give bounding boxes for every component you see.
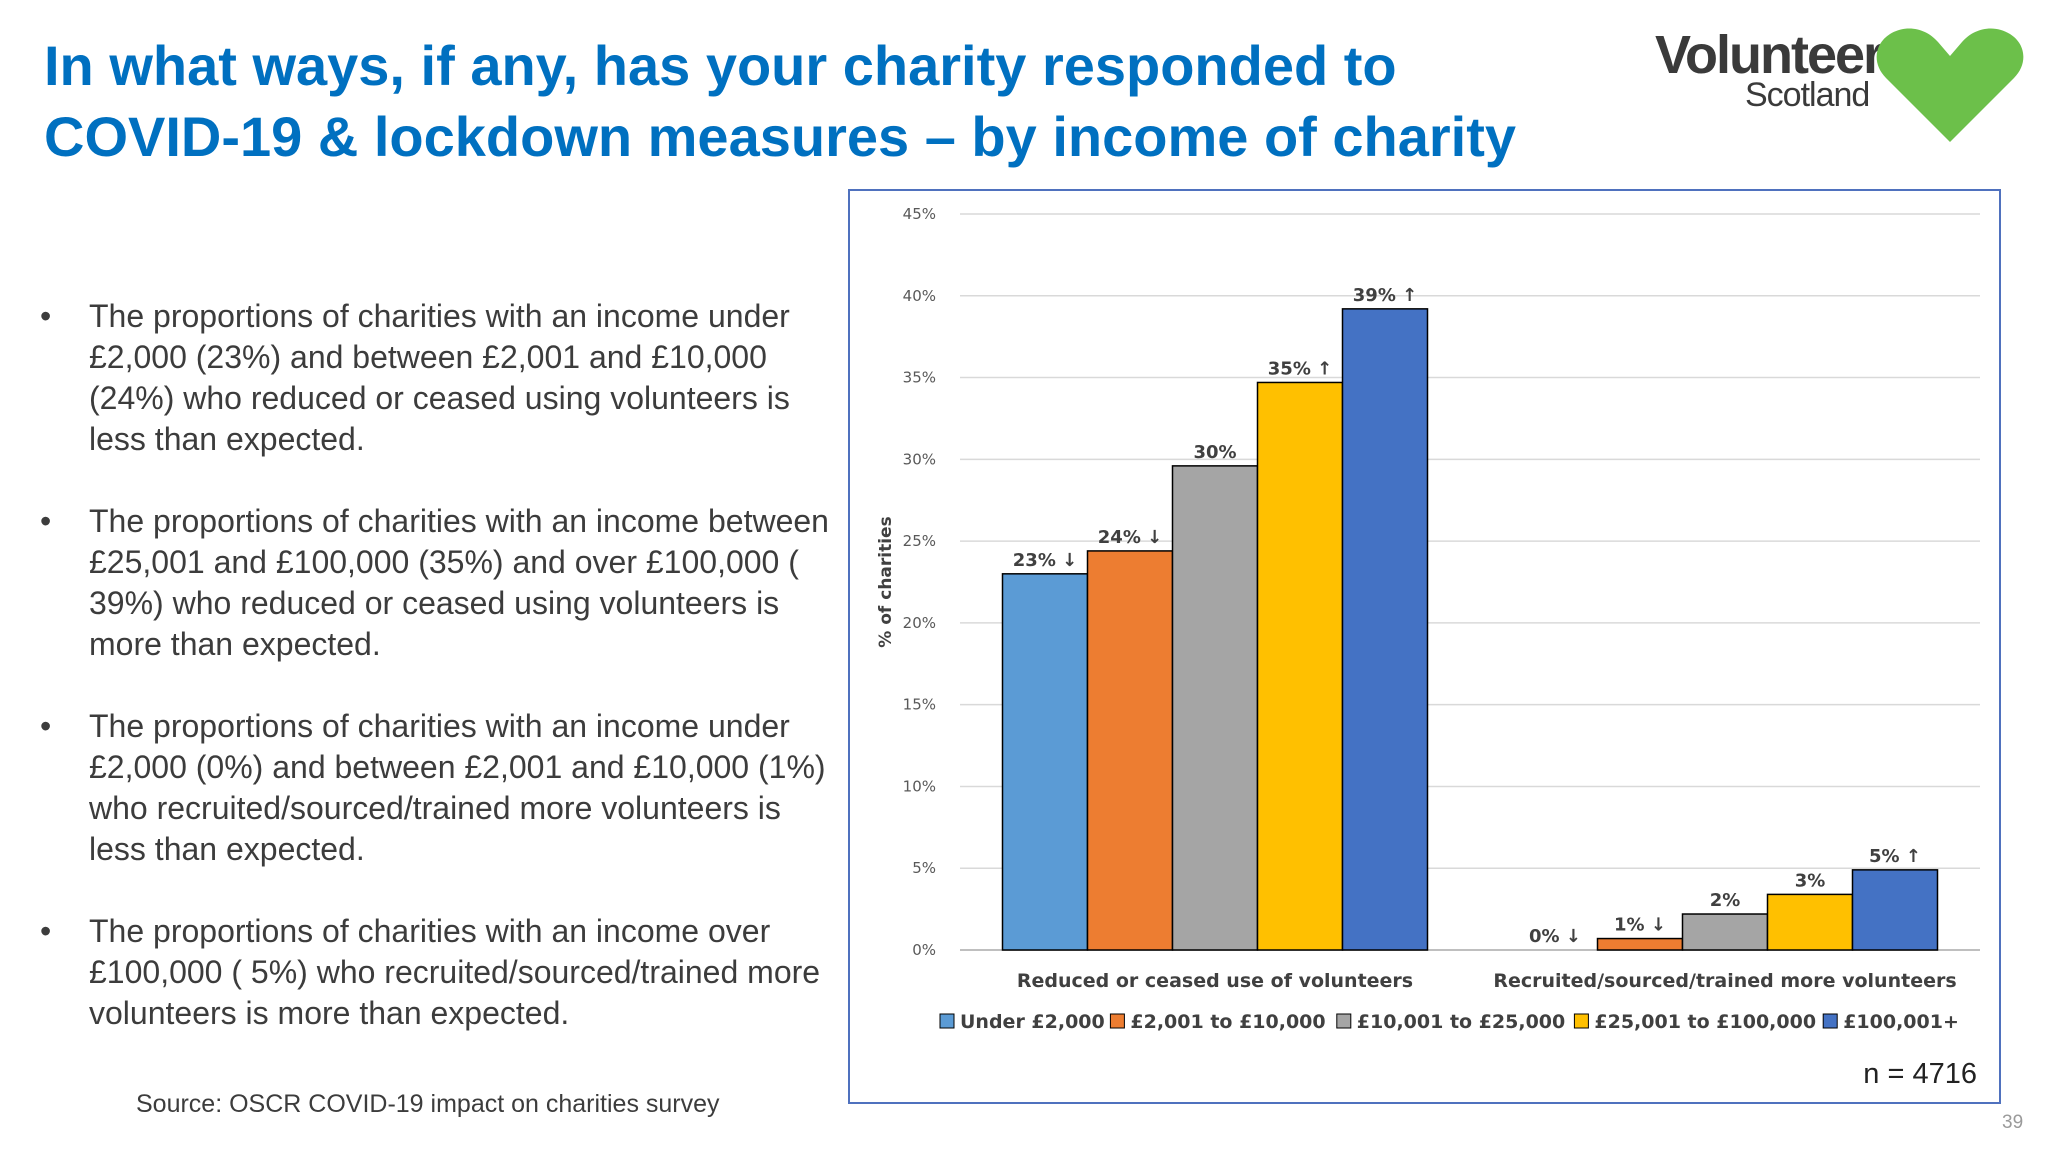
y-tick-label: 5% (912, 859, 936, 877)
y-tick-label: 20% (903, 614, 936, 632)
legend-label: £100,001+ (1843, 1011, 1959, 1033)
legend-swatch (1822, 1013, 1838, 1029)
bar (1766, 893, 1854, 951)
bar (1086, 550, 1174, 951)
logo-text-volunteer: Volunteer (1655, 25, 1884, 85)
bar (1001, 573, 1089, 951)
legend-swatch (939, 1013, 955, 1029)
y-tick-label: 45% (903, 205, 936, 223)
bullet-marker: • (40, 708, 52, 744)
bullet-text: The proportions of charities with an inc… (89, 503, 829, 662)
bar-data-label: 39% ↑ (1353, 285, 1417, 306)
legend-label: £25,001 to £100,000 (1594, 1011, 1816, 1033)
bullet-text: The proportions of charities with an inc… (89, 298, 790, 457)
bar-data-label: 24% ↓ (1098, 527, 1162, 548)
bar (1171, 465, 1259, 951)
bullet-list: • The proportions of charities with an in… (40, 296, 830, 1075)
legend-label: £10,001 to £25,000 (1357, 1011, 1565, 1033)
bar-data-label: 1% ↓ (1614, 915, 1666, 936)
bar (1596, 937, 1684, 951)
y-tick-label: 0% (912, 941, 936, 959)
bar (1681, 913, 1769, 951)
y-axis-title: % of charities (876, 516, 896, 647)
source-note: Source: OSCR COVID-19 impact on charitie… (136, 1090, 720, 1118)
bullet-text: The proportions of charities with an inc… (89, 708, 826, 867)
volunteer-scotland-logo: Volunteer Scotland (1655, 20, 2040, 150)
bullet-item: • The proportions of charities with an in… (40, 501, 830, 665)
y-tick-label: 40% (903, 287, 936, 305)
slide-title: In what ways, if any, has your charity r… (44, 30, 1644, 172)
x-category-label: Recruited/sourced/trained more volunteer… (1493, 970, 1956, 992)
y-tick-label: 25% (903, 532, 936, 550)
y-tick-label: 10% (903, 777, 936, 795)
bullet-item: • The proportions of charities with an in… (40, 911, 830, 1034)
bar-data-label: 5% ↑ (1869, 846, 1921, 867)
bullet-marker: • (40, 913, 52, 949)
heart-icon (1876, 28, 2024, 143)
bar-data-label: 30% (1193, 442, 1236, 463)
logo-text-scotland: Scotland (1745, 76, 1870, 114)
legend-swatch (1336, 1013, 1352, 1029)
page-number: 39 (2002, 1112, 2024, 1133)
legend-label: Under £2,000 (960, 1011, 1105, 1033)
legend-label: £2,001 to £10,000 (1130, 1011, 1325, 1033)
bullet-marker: • (40, 298, 52, 334)
y-tick-label: 30% (903, 450, 936, 468)
bullet-item: • The proportions of charities with an in… (40, 706, 830, 870)
bar (1341, 308, 1429, 951)
bullet-text: The proportions of charities with an inc… (89, 913, 821, 1031)
slide-title-line-1: In what ways, if any, has your charity r… (44, 34, 1397, 97)
bar (1851, 869, 1939, 951)
bar-chart: 0% 5% 10% 15% 20% 25% 30% 35% 40% 45% % of chariti… (876, 205, 1980, 1033)
y-tick-label: 35% (903, 369, 936, 387)
bar-data-label: 3% (1795, 870, 1826, 891)
bullet-item: • The proportions of charities with an in… (40, 296, 830, 460)
y-tick-label: 15% (903, 696, 936, 714)
legend-swatch (1109, 1013, 1125, 1029)
x-category-label: Reduced or ceased use of volunteers (1017, 970, 1413, 992)
bar (1256, 381, 1344, 951)
slide-title-line-2: COVID-19 & lockdown measures – by income… (44, 105, 1516, 168)
bar-data-label: 0% ↓ (1529, 926, 1581, 947)
chart-panel: 0% 5% 10% 15% 20% 25% 30% 35% 40% 45% % of chariti… (848, 189, 2001, 1104)
bullet-marker: • (40, 503, 52, 539)
legend-swatch (1573, 1013, 1589, 1029)
sample-size-label: n = 4716 (1863, 1058, 1977, 1090)
bar-data-label: 35% ↑ (1268, 358, 1332, 379)
bar-data-label: 2% (1710, 890, 1741, 911)
bar-data-label: 23% ↓ (1013, 550, 1077, 571)
